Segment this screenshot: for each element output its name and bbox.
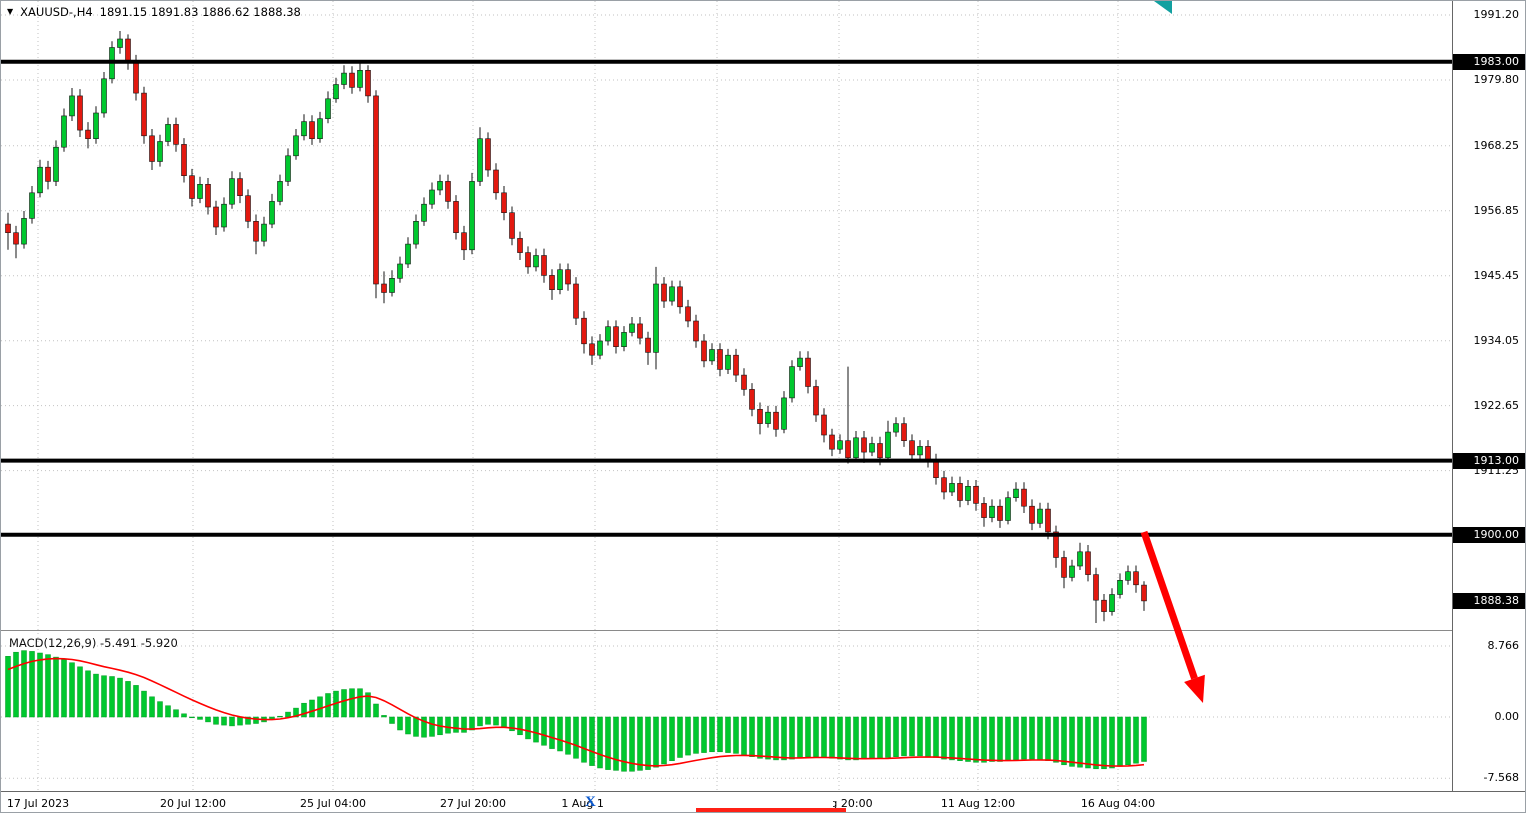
time-tick-label: 20 Jul 12:00	[160, 797, 226, 810]
price-tick-label: 1934.05	[1473, 333, 1520, 347]
time-tick-label: 11 Aug 12:00	[940, 797, 1016, 810]
price-tick-label: 1991.20	[1473, 8, 1520, 21]
symbol-dropdown-icon: ▼	[7, 7, 14, 16]
candlestick-chart[interactable]	[1, 1, 1452, 631]
macd-indicator-pane[interactable]: MACD(12,26,9) -5.491 -5.920	[1, 633, 1452, 791]
price-tick-label: 1968.25	[1473, 138, 1520, 152]
time-tick-label: 25 Jul 04:00	[300, 797, 366, 810]
macd-chart	[1, 633, 1452, 791]
price-tick-label: 1945.45	[1473, 268, 1520, 282]
price-chart-pane[interactable]: ▼ XAUUSD-,H4 1891.15 1891.83 1886.62 188…	[1, 1, 1452, 631]
price-tick-label: 1956.85	[1473, 203, 1520, 217]
chart-header: ▼ XAUUSD-,H4 1891.15 1891.83 1886.62 188…	[7, 5, 301, 19]
price-axis[interactable]: 1991.20 1979.80 1968.25 1956.85 1945.45 1934.…	[1452, 1, 1525, 791]
price-tick-label: 1979.80	[1473, 73, 1520, 86]
time-tick-label: 27 Jul 20:00	[440, 797, 506, 810]
time-tick-label: 16 Aug 04:00	[1080, 797, 1156, 810]
macd-tick-label: 8.766	[1487, 639, 1520, 652]
ohlc-quote: 1891.15 1891.83 1886.62 1888.38	[99, 5, 301, 19]
price-level-badge: 1913.00	[1453, 452, 1525, 469]
price-level-badge: 1888.38	[1453, 592, 1525, 609]
obstruction-close-x[interactable]: X	[585, 794, 596, 810]
macd-tick-label: -7.568	[1483, 771, 1519, 784]
price-level-badge: 1983.00	[1453, 53, 1525, 70]
macd-tick-label: 0.00	[1494, 710, 1520, 723]
price-level-badge: 1900.00	[1453, 526, 1525, 543]
time-axis[interactable]: X 17 Jul 2023 20 Jul 12:00 25 Jul 04:00 27 …	[1, 791, 1525, 812]
price-tick-label: 1922.65	[1473, 398, 1520, 412]
time-tick-label: 17 Jul 2023	[6, 797, 70, 810]
symbol-period-label: XAUUSD-,H4	[20, 5, 93, 19]
teal-corner-marker	[1154, 1, 1172, 14]
macd-indicator-label: MACD(12,26,9) -5.491 -5.920	[9, 636, 178, 650]
bottom-red-strip	[696, 808, 846, 812]
axis-obstruction-box	[603, 793, 833, 812]
